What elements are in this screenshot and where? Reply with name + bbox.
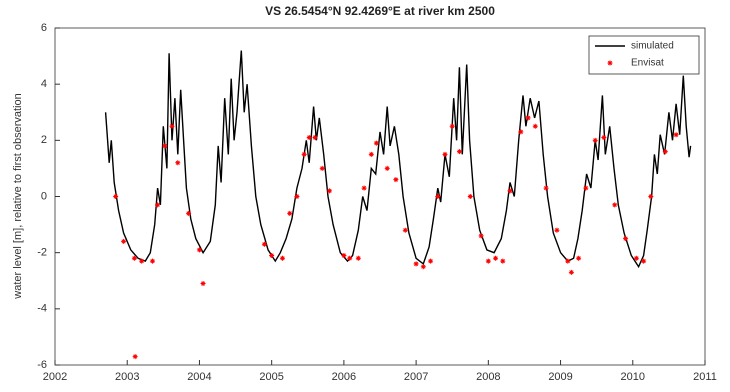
observation-marker	[413, 261, 419, 267]
observation-marker	[428, 258, 434, 264]
x-tick-label: 2007	[404, 371, 428, 383]
observation-marker	[361, 185, 367, 191]
y-tick-label: 0	[41, 190, 47, 202]
observation-marker	[186, 210, 192, 216]
x-tick-label: 2005	[259, 371, 283, 383]
legend-label: simulated	[631, 41, 674, 52]
observation-marker	[319, 165, 325, 171]
observation-marker	[543, 185, 549, 191]
observation-marker	[623, 236, 629, 242]
x-tick-label: 2006	[332, 371, 356, 383]
observation-marker	[355, 255, 361, 261]
observation-marker	[648, 194, 654, 199]
observation-marker	[341, 252, 347, 258]
observation-marker	[121, 238, 127, 244]
observation-marker	[518, 129, 524, 135]
observation-marker	[175, 160, 181, 166]
observation-marker	[592, 137, 598, 143]
observation-marker	[449, 123, 455, 129]
observation-marker	[393, 177, 399, 183]
observation-marker	[402, 227, 408, 233]
observation-marker	[347, 255, 353, 261]
legend-swatch	[607, 60, 613, 66]
observation-marker	[287, 210, 293, 216]
observation-marker	[162, 143, 168, 149]
observation-marker	[368, 151, 374, 157]
x-tick-label: 2008	[476, 371, 500, 383]
observation-marker	[662, 149, 668, 155]
y-tick-label: -4	[37, 303, 47, 315]
axes-box	[54, 27, 706, 366]
observation-marker	[306, 135, 312, 141]
observation-marker	[139, 258, 145, 264]
observation-marker	[673, 132, 679, 138]
observation-marker	[420, 264, 426, 270]
observation-marker	[576, 255, 582, 261]
observation-marker	[565, 258, 571, 264]
observation-marker	[493, 255, 499, 261]
x-tick-label: 2002	[43, 371, 67, 383]
observation-marker	[113, 194, 119, 199]
observation-marker	[132, 354, 138, 360]
observation-marker	[150, 258, 155, 264]
observation-marker	[583, 185, 589, 191]
observation-marker	[169, 123, 175, 129]
observation-marker	[269, 252, 275, 258]
y-axis-label: water level [m], relative to first obser…	[12, 93, 24, 299]
observation-marker	[601, 135, 607, 141]
observation-marker	[500, 258, 506, 264]
observation-marker	[196, 247, 202, 253]
observation-marker	[312, 135, 318, 141]
observation-marker	[485, 258, 491, 264]
observation-marker	[612, 202, 618, 208]
x-tick-label: 2009	[548, 371, 572, 383]
y-tick-label: -2	[37, 247, 47, 259]
observation-marker	[131, 255, 137, 261]
x-tick-label: 2003	[115, 371, 139, 383]
y-tick-label: 6	[41, 22, 47, 34]
observation-marker	[456, 149, 462, 155]
observation-marker	[155, 202, 161, 208]
observation-marker	[554, 227, 560, 233]
observation-marker	[435, 194, 441, 199]
observation-marker	[373, 140, 379, 146]
observation-marker	[568, 269, 574, 275]
legend-box	[588, 35, 700, 75]
observation-marker	[261, 241, 267, 247]
chart-title: VS 26.5454°N 92.4269°E at river km 2500	[265, 4, 495, 18]
observation-marker	[326, 188, 332, 194]
observation-marker	[200, 281, 206, 287]
observation-marker	[641, 258, 647, 264]
simulated-line	[104, 50, 692, 269]
x-tick-label: 2004	[187, 371, 211, 383]
y-tick-label: 2	[41, 134, 47, 146]
observation-marker	[507, 188, 513, 194]
observation-marker	[525, 115, 531, 121]
observation-marker	[467, 194, 473, 199]
observation-marker	[532, 123, 538, 129]
observation-marker	[442, 151, 448, 157]
observation-marker	[301, 151, 307, 157]
observation-marker	[294, 194, 300, 199]
observation-marker	[633, 255, 639, 261]
observation-marker	[280, 255, 285, 261]
x-tick-label: 2011	[693, 371, 717, 383]
y-tick-label: 4	[41, 78, 47, 90]
y-tick-label: -6	[37, 359, 47, 371]
legend-label: Envisat	[631, 58, 664, 69]
observation-marker	[384, 165, 390, 171]
x-tick-label: 2010	[621, 371, 645, 383]
observation-marker	[478, 233, 484, 239]
